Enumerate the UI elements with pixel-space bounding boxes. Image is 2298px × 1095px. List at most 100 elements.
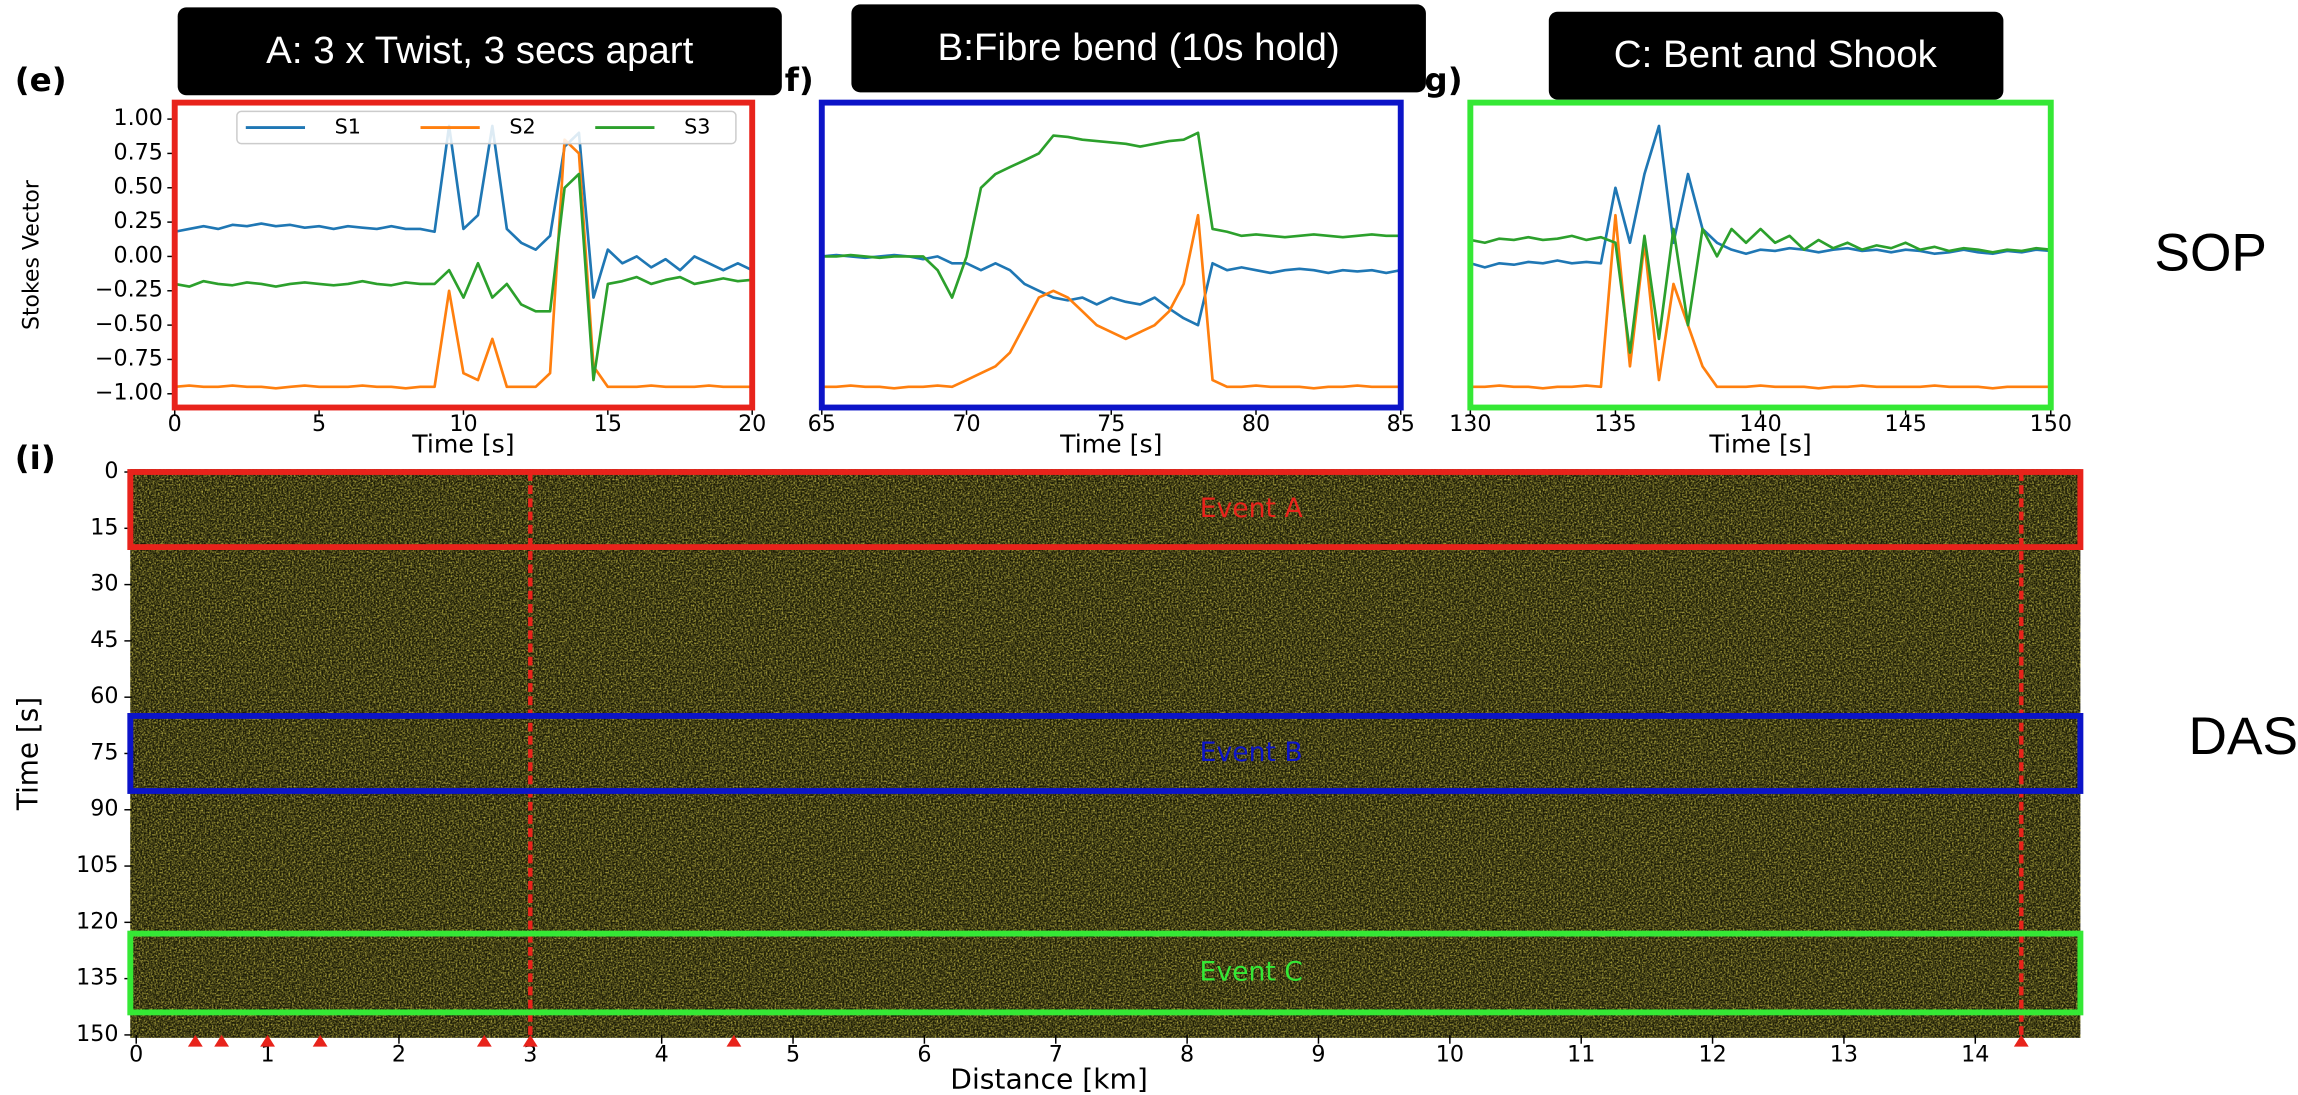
x-tick-label: 130: [1449, 411, 1491, 437]
location-marker: [476, 1034, 492, 1047]
y-axis-label: Time [s]: [12, 697, 45, 811]
x-tick-label: 1: [261, 1042, 275, 1068]
header-box: [177, 7, 782, 96]
x-tick-label: 7: [1049, 1042, 1063, 1068]
plot-frame: [818, 99, 1404, 411]
x-tick-label: 140: [1739, 411, 1781, 437]
x-tick-label: 0: [129, 1042, 143, 1068]
legend-box: [236, 110, 737, 145]
series-line: [821, 253, 1401, 327]
header-box: [1548, 11, 2004, 100]
x-axis-label: Time [s]: [411, 430, 514, 459]
x-tick-label: 20: [738, 411, 766, 437]
x-tick-label: 2: [392, 1042, 406, 1068]
y-tick-label: 45: [90, 627, 118, 653]
header-text: C: Bent and Shook: [1614, 33, 1938, 76]
x-tick-label: 70: [952, 411, 980, 437]
x-tick-label: 5: [786, 1042, 800, 1068]
x-tick-label: 85: [1387, 411, 1415, 437]
y-tick-label: 0: [104, 458, 118, 484]
x-tick-label: 10: [1436, 1042, 1464, 1068]
y-tick-label: 75: [90, 740, 118, 766]
x-tick-label: 6: [917, 1042, 931, 1068]
y-tick-label: 0.75: [113, 140, 162, 166]
y-tick-label: 120: [76, 908, 118, 934]
x-axis-label: Time [s]: [1708, 430, 1811, 459]
y-tick-label: −1.00: [95, 380, 163, 406]
event-label: Event A: [1200, 493, 1303, 524]
x-tick-label: 9: [1311, 1042, 1325, 1068]
event-label: Event B: [1200, 737, 1303, 768]
header-text: A: 3 x Twist, 3 secs apart: [266, 29, 693, 72]
series-line: [821, 131, 1401, 299]
headers: A: 3 x Twist, 3 secs apart B:Fibre bend …: [177, 4, 2298, 766]
y-tick-label: 90: [90, 796, 118, 822]
y-tick-label: 0.25: [113, 208, 162, 234]
series-line: [1469, 124, 2051, 269]
location-marker: [726, 1034, 742, 1047]
location-marker: [2013, 1034, 2029, 1047]
x-tick-label: 11: [1567, 1042, 1595, 1068]
header-text: B:Fibre bend (10s hold): [938, 26, 1340, 69]
event-box: [127, 713, 2084, 794]
side-label: DAS: [2188, 707, 2298, 766]
x-tick-label: 65: [808, 411, 836, 437]
legend-label: S2: [509, 115, 535, 139]
y-tick-label: 1.00: [113, 105, 162, 131]
y-tick-label: 60: [90, 683, 118, 709]
series-line: [174, 124, 753, 299]
panel-label: g): [1424, 61, 1462, 99]
x-tick-label: 145: [1884, 411, 1926, 437]
event-label: Event C: [1200, 957, 1303, 988]
waterfall-noise: [130, 469, 2081, 1038]
location-marker: [522, 1034, 538, 1047]
x-tick-label: 13: [1830, 1042, 1858, 1068]
series-line: [1470, 213, 2051, 390]
series-line: [174, 172, 753, 382]
event-box: [127, 930, 2084, 1016]
series-line: [174, 138, 753, 390]
y-tick-label: 0.50: [113, 174, 162, 200]
series-line: [821, 213, 1401, 390]
y-tick-label: 135: [76, 965, 118, 991]
plot-frame: [1467, 99, 2054, 411]
plot-frame: [171, 99, 756, 411]
y-tick-label: 15: [90, 514, 118, 540]
location-marker: [187, 1034, 203, 1047]
y-tick-label: −0.75: [95, 346, 163, 372]
x-axis-label: Distance [km]: [950, 1062, 1148, 1095]
x-tick-label: 15: [594, 411, 622, 437]
y-axis-label: Stokes Vector: [19, 179, 45, 330]
y-tick-label: −0.50: [95, 311, 163, 337]
event-box: [127, 469, 2084, 551]
location-marker: [260, 1034, 275, 1047]
y-tick-label: 30: [90, 571, 118, 597]
x-tick-label: 14: [1961, 1042, 1989, 1068]
x-tick-label: 150: [2030, 411, 2072, 437]
x-tick-label: 0: [168, 411, 182, 437]
x-tick-label: 12: [1698, 1042, 1726, 1068]
x-tick-label: 10: [449, 411, 477, 437]
header-box: [851, 4, 1426, 93]
x-tick-label: 5: [312, 411, 326, 437]
figure-body: (e)0 5 10 15 20−1.00−0.75−0.50−0.250.000.250…: [12, 61, 2084, 1095]
y-tick-label: 105: [76, 852, 118, 878]
x-tick-label: 135: [1594, 411, 1636, 437]
location-marker: [214, 1034, 230, 1047]
series-line: [1470, 227, 2051, 354]
panel-label: (e): [15, 61, 67, 99]
y-tick-label: −0.25: [95, 277, 163, 303]
x-tick-label: 3: [523, 1042, 537, 1068]
x-tick-label: 80: [1242, 411, 1270, 437]
x-tick-label: 8: [1180, 1042, 1194, 1068]
legend-label: S1: [335, 115, 361, 139]
side-label: SOP: [2154, 224, 2267, 283]
plot-area: [1470, 102, 2051, 408]
y-tick-label: 0.00: [113, 243, 162, 269]
x-axis-label: Time [s]: [1059, 430, 1162, 459]
legend-label: S3: [684, 115, 710, 139]
panel-label: (i): [15, 439, 56, 477]
location-marker: [312, 1034, 328, 1047]
